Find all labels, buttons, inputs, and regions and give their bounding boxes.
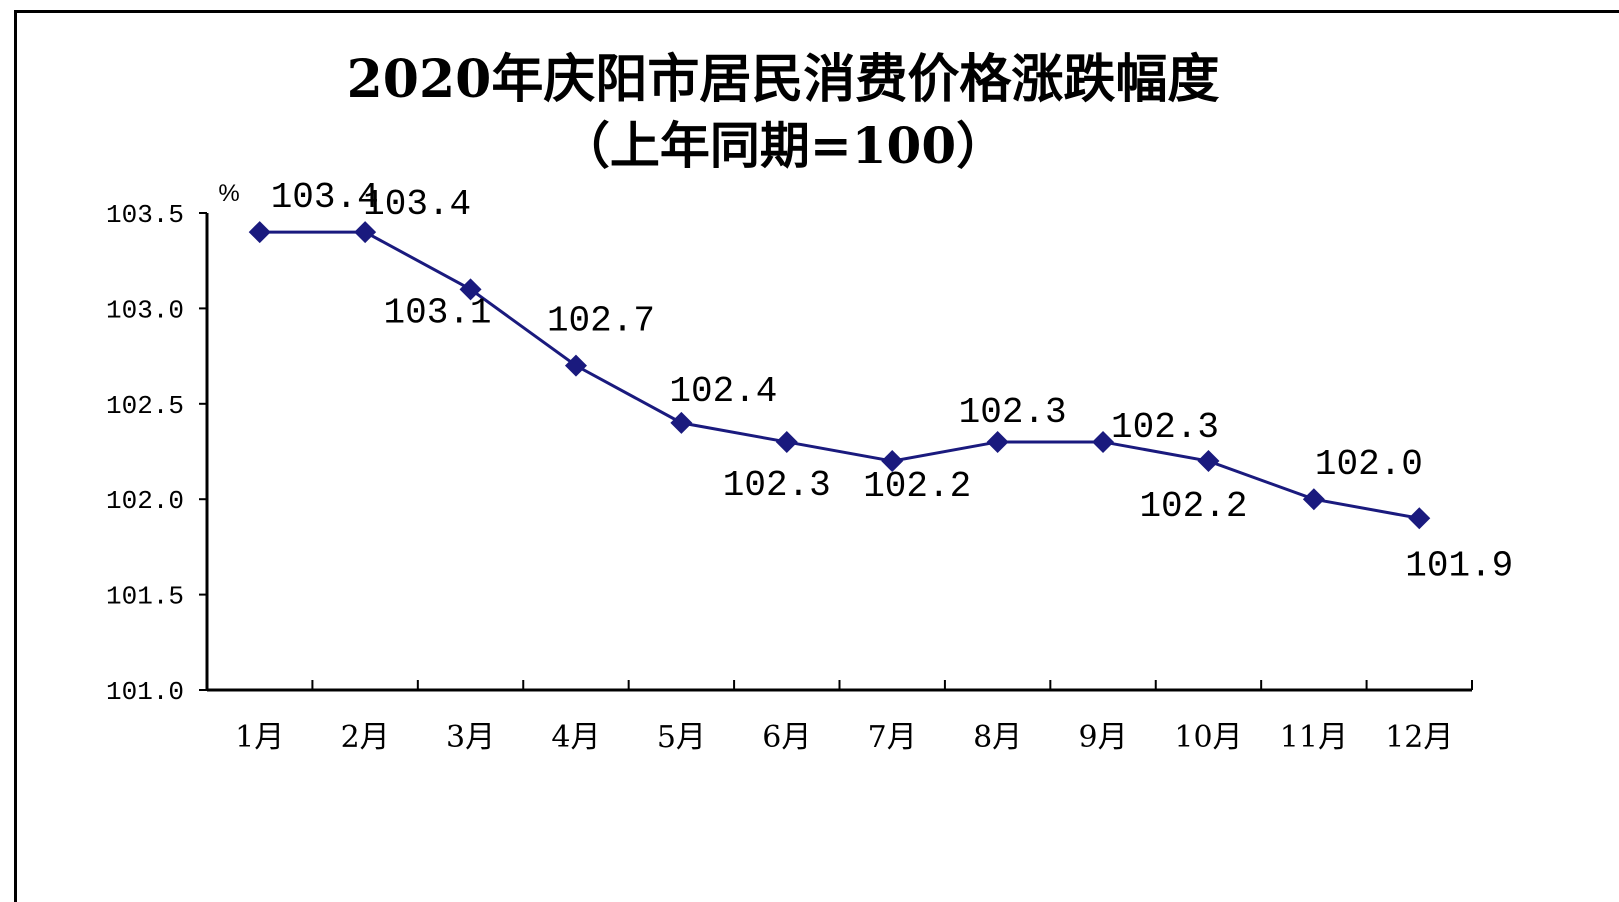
- x-tick-label: 6月: [762, 720, 811, 755]
- x-tick-labels: 1月 2月 3月 4月 5月 6月 7月 8月 9月 10月 11月 12月: [235, 720, 1453, 755]
- data-point-marker: [1302, 488, 1325, 511]
- data-label: 102.3: [959, 392, 1067, 433]
- series-line: [248, 221, 1431, 530]
- data-point-marker: [354, 221, 377, 244]
- data-label: 102.3: [723, 465, 831, 506]
- data-label: 102.7: [547, 301, 655, 342]
- data-point-marker: [986, 430, 1009, 453]
- data-label: 103.1: [384, 292, 492, 333]
- data-point-marker: [1197, 450, 1220, 473]
- x-tick-label: 2月: [341, 720, 390, 755]
- y-tick-label: 102.5: [106, 391, 184, 421]
- chart-title: 2020年庆阳市居民消费价格涨跌幅度: [347, 49, 1220, 110]
- data-point-marker: [248, 221, 271, 244]
- data-label: 101.9: [1405, 545, 1513, 586]
- x-tick-label: 10月: [1174, 720, 1242, 755]
- data-label: 102.0: [1315, 444, 1423, 485]
- x-tick-label: 7月: [868, 720, 917, 755]
- series-polyline: [259, 230, 1420, 520]
- data-label: 103.4: [271, 177, 379, 218]
- x-tick-label: 5月: [657, 720, 706, 755]
- y-tick-label: 102.0: [106, 486, 184, 516]
- data-label: 102.4: [669, 371, 777, 412]
- data-label: 103.4: [363, 184, 471, 225]
- y-tick-label: 103.0: [106, 295, 184, 325]
- data-label: 102.2: [863, 466, 971, 507]
- y-tick-label: 101.5: [106, 582, 184, 612]
- y-tick-label: 103.5: [106, 200, 184, 230]
- data-point-marker: [1408, 507, 1431, 530]
- y-tick-label: 101.0: [106, 677, 184, 707]
- data-point-marker: [775, 430, 798, 453]
- axes: [199, 212, 1473, 692]
- y-tick-labels: 101.0 101.5 102.0 102.5 103.0 103.5: [106, 200, 184, 707]
- chart-subtitle: （上年同期=100）: [560, 116, 1006, 175]
- data-point-marker: [881, 450, 904, 473]
- x-tick-label: 3月: [446, 720, 495, 755]
- chart-frame: [14, 10, 1619, 902]
- x-tick-label: 8月: [973, 720, 1022, 755]
- x-tick-label: 9月: [1078, 720, 1127, 755]
- x-tick-label: 11月: [1280, 720, 1348, 755]
- data-label: 102.3: [1111, 407, 1219, 448]
- data-point-marker: [1092, 430, 1115, 453]
- x-tick-label: 1月: [235, 720, 284, 755]
- data-label: 102.2: [1139, 486, 1247, 527]
- y-unit-label: %: [218, 180, 239, 207]
- data-point-marker: [459, 278, 482, 301]
- data-point-marker: [564, 354, 587, 377]
- data-point-marker: [670, 411, 693, 434]
- x-tick-label: 12月: [1385, 720, 1453, 755]
- x-tick-label: 4月: [551, 720, 600, 755]
